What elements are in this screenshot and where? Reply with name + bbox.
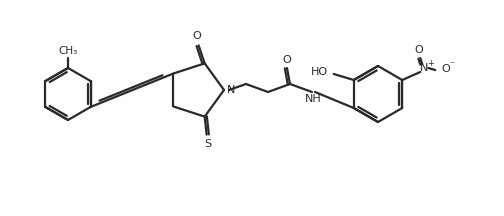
Text: HO: HO [311,67,328,77]
Text: +: + [427,59,433,67]
Text: ⁻: ⁻ [450,60,455,70]
Text: O: O [193,31,201,41]
Text: O: O [442,64,451,74]
Text: CH₃: CH₃ [58,46,78,56]
Text: NH: NH [304,94,322,104]
Text: N: N [420,63,428,73]
Text: O: O [415,45,424,55]
Text: O: O [283,55,291,65]
Text: S: S [204,139,211,149]
Text: N: N [227,85,235,95]
